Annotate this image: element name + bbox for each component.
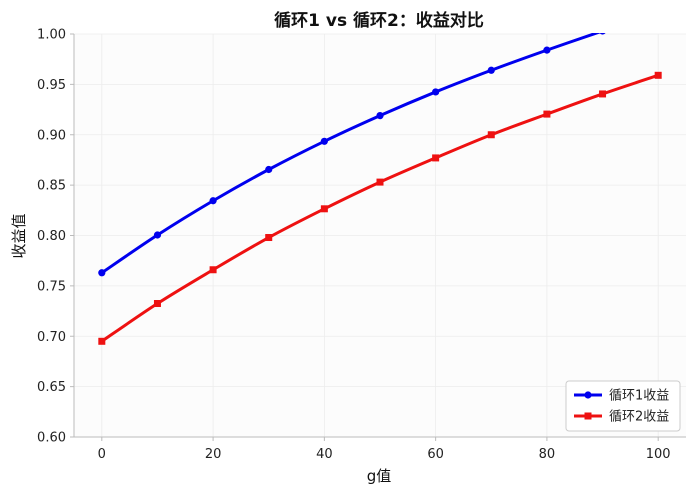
y-tick-label: 1.00 (37, 28, 66, 43)
y-tick-label: 0.85 (37, 179, 66, 194)
y-tick-label: 0.95 (37, 78, 66, 93)
legend-label: 循环1收益 (609, 389, 669, 404)
series-1-point (320, 137, 328, 145)
series-2-point (599, 90, 607, 98)
series-1-point (543, 46, 551, 54)
legend-item: 循环2收益 (574, 410, 669, 425)
x-tick-label: 0 (98, 447, 106, 462)
series-1-point (98, 269, 106, 277)
axes (70, 33, 686, 441)
y-tick-label: 0.60 (37, 431, 66, 446)
series-1 (98, 33, 606, 277)
series-2-point (320, 205, 328, 213)
series-2-point (543, 110, 551, 118)
x-tick-label: 20 (205, 447, 222, 462)
series-2-point (209, 266, 217, 274)
series-1-point (487, 66, 495, 74)
series-2 (98, 71, 662, 345)
series-1-point (265, 165, 273, 174)
chart-title: 循环1 vs 循环2：收益对比 (274, 10, 484, 31)
legend-marker (584, 391, 592, 399)
y-axis-title: 收益值 (10, 213, 28, 258)
y-tick-label: 0.80 (37, 229, 66, 244)
y-tick-label: 0.70 (37, 330, 66, 345)
x-tick-label: 100 (646, 447, 671, 462)
series-2-point (376, 178, 384, 186)
series-2-line (100, 73, 660, 343)
series-2-point (487, 131, 495, 139)
y-tick-label: 0.90 (37, 128, 66, 143)
series-2-point (432, 154, 440, 162)
series-1-point (376, 112, 384, 120)
x-tick-label: 60 (427, 447, 444, 462)
series-1-point (153, 231, 162, 239)
legend-marker (584, 412, 592, 420)
series-1-point (432, 88, 440, 96)
series-group (98, 33, 662, 345)
series-2-point (153, 300, 161, 308)
legend-item: 循环1收益 (574, 389, 669, 404)
series-1-line (100, 33, 602, 275)
grid (74, 33, 686, 438)
tick-labels: 0.60 0.65 0.70 0.75 0.80 0.85 0.90 0.95 1.00 0 20 4… (37, 28, 671, 463)
y-tick-label: 0.65 (37, 380, 66, 395)
x-tick-label: 40 (316, 447, 333, 462)
series-1-point (599, 33, 606, 35)
series-2-point (98, 337, 106, 345)
x-axis-title: g值 (367, 467, 392, 485)
y-tick-label: 0.75 (37, 279, 66, 294)
series-1-point (209, 197, 217, 205)
series-2-point (654, 71, 662, 79)
series-2-point (265, 234, 273, 242)
x-tick-label: 80 (539, 447, 556, 462)
legend-label: 循环2收益 (609, 410, 669, 425)
